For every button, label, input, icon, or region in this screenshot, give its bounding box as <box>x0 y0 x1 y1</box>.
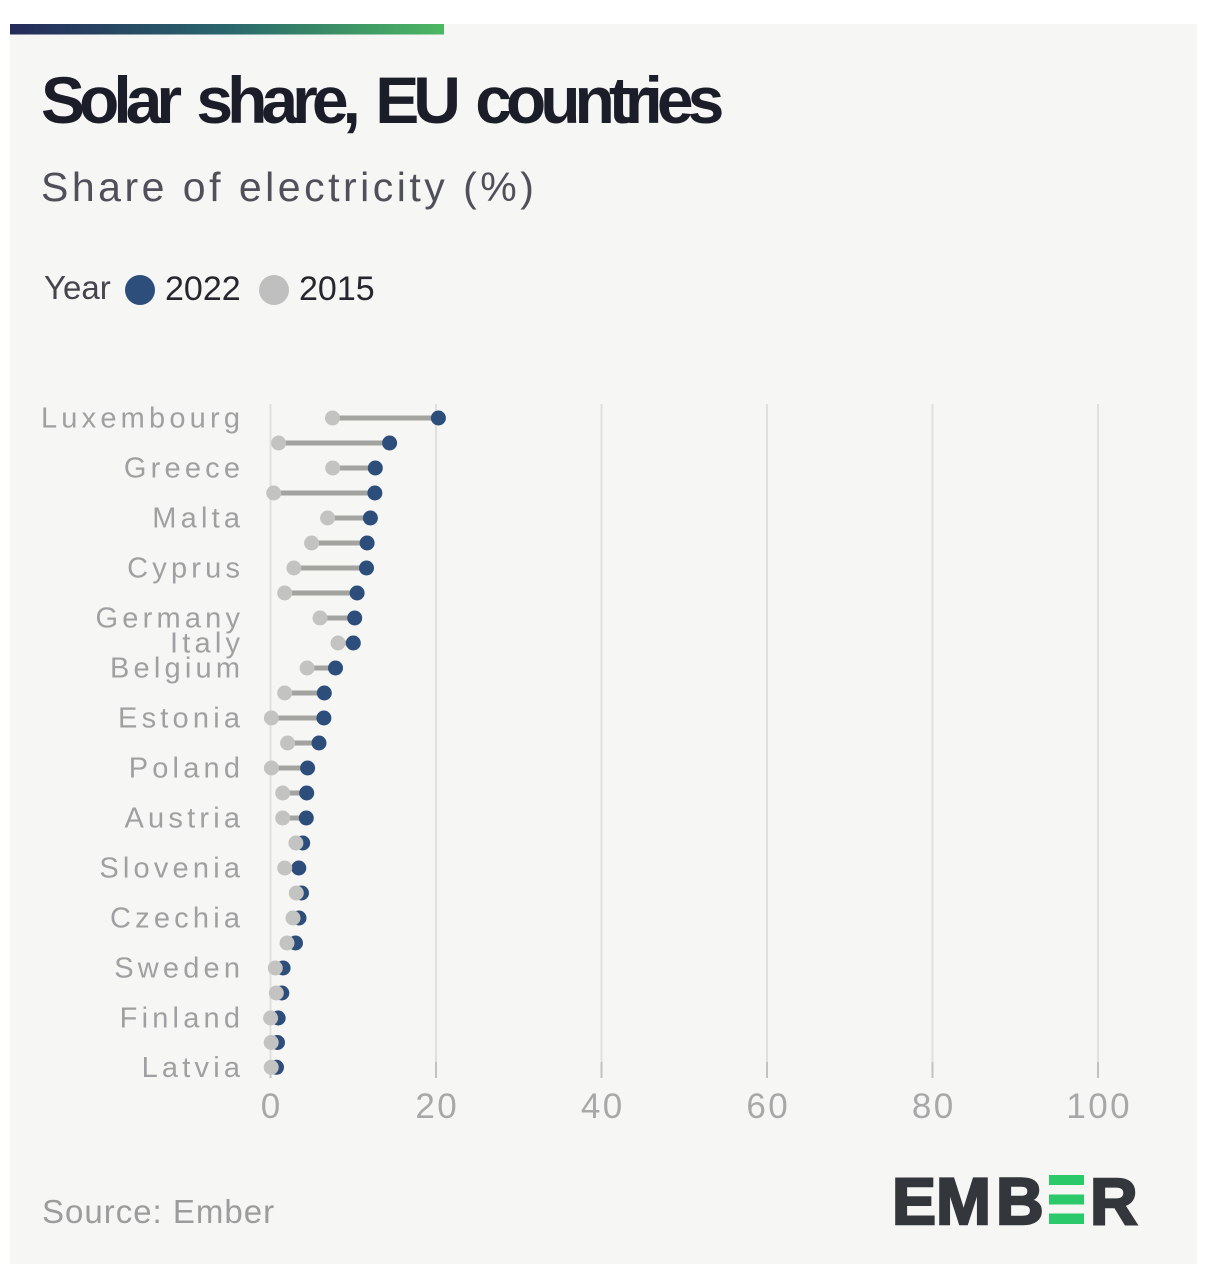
svg-text:R: R <box>1090 1164 1138 1238</box>
svg-text:Solar share, EU countries: Solar share, EU countries <box>41 63 722 137</box>
svg-text:2022: 2022 <box>165 270 241 308</box>
svg-text:Year: Year <box>44 269 111 306</box>
svg-text:40: 40 <box>581 1087 625 1126</box>
svg-text:Germany: Germany <box>96 603 245 635</box>
svg-text:2015: 2015 <box>299 270 375 308</box>
svg-text:M: M <box>936 1164 991 1238</box>
svg-text:0: 0 <box>261 1087 283 1126</box>
svg-text:Austria: Austria <box>125 803 245 835</box>
svg-text:Malta: Malta <box>152 503 244 535</box>
svg-text:80: 80 <box>912 1087 956 1126</box>
svg-text:Greece: Greece <box>124 453 244 485</box>
svg-text:Poland: Poland <box>129 753 245 785</box>
svg-text:Share of electricity (%): Share of electricity (%) <box>41 164 537 210</box>
svg-text:Finland: Finland <box>120 1003 245 1035</box>
svg-text:Slovenia: Slovenia <box>99 853 244 885</box>
svg-text:60: 60 <box>746 1087 790 1126</box>
svg-text:Sweden: Sweden <box>114 953 244 985</box>
svg-text:Source: Ember: Source: Ember <box>42 1193 275 1230</box>
svg-text:Latvia: Latvia <box>142 1052 245 1084</box>
svg-text:B: B <box>996 1164 1044 1238</box>
svg-text:Luxembourg: Luxembourg <box>41 403 244 435</box>
svg-text:E: E <box>892 1164 936 1238</box>
svg-text:Czechia: Czechia <box>110 903 244 935</box>
svg-text:Estonia: Estonia <box>118 703 244 735</box>
svg-text:Italy: Italy <box>170 628 244 660</box>
svg-text:20: 20 <box>415 1087 459 1126</box>
svg-text:Belgium: Belgium <box>110 653 244 685</box>
svg-text:100: 100 <box>1066 1087 1132 1126</box>
svg-text:Cyprus: Cyprus <box>127 553 244 585</box>
